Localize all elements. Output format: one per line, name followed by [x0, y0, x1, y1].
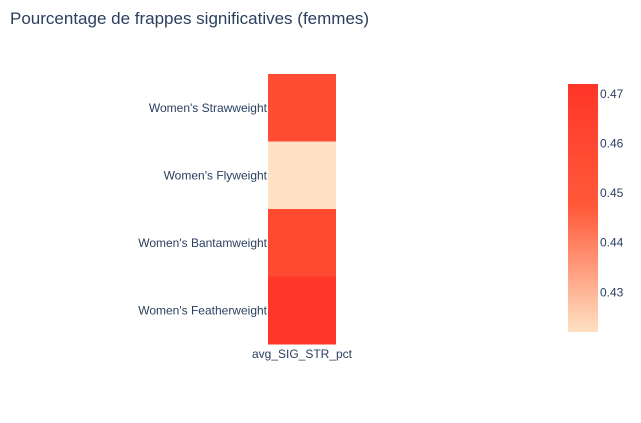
x-axis-tick-labels: avg_SIG_STR_pct — [252, 347, 353, 361]
colorbar-tick-label: 0.45 — [600, 186, 624, 200]
colorbar: 0.43 0.44 0.45 0.46 0.47 — [568, 84, 624, 332]
heatmap-cell — [268, 141, 336, 210]
colorbar-tick-label: 0.44 — [600, 236, 624, 250]
chart-title: Pourcentage de frappes significatives (f… — [10, 9, 369, 28]
colorbar-tick-labels: 0.43 0.44 0.45 0.46 0.47 — [600, 87, 624, 299]
colorbar-tick-label: 0.47 — [600, 87, 624, 101]
colorbar-gradient — [568, 84, 598, 332]
x-tick-label: avg_SIG_STR_pct — [252, 347, 353, 361]
heatmap-cell — [268, 209, 336, 277]
colorbar-tick-label: 0.43 — [600, 285, 624, 299]
heatmap-cell — [268, 276, 336, 345]
y-axis-tick-labels: Women's Strawweight Women's Flyweight Wome… — [138, 101, 267, 318]
heatmap-cell — [268, 74, 336, 142]
y-tick-label: Women's Bantamweight — [138, 236, 267, 250]
y-tick-label: Women's Featherweight — [138, 303, 267, 317]
heatmap-cells — [268, 74, 336, 345]
y-tick-label: Women's Flyweight — [164, 168, 268, 182]
y-tick-label: Women's Strawweight — [149, 101, 268, 115]
colorbar-tick-label: 0.46 — [600, 137, 624, 151]
